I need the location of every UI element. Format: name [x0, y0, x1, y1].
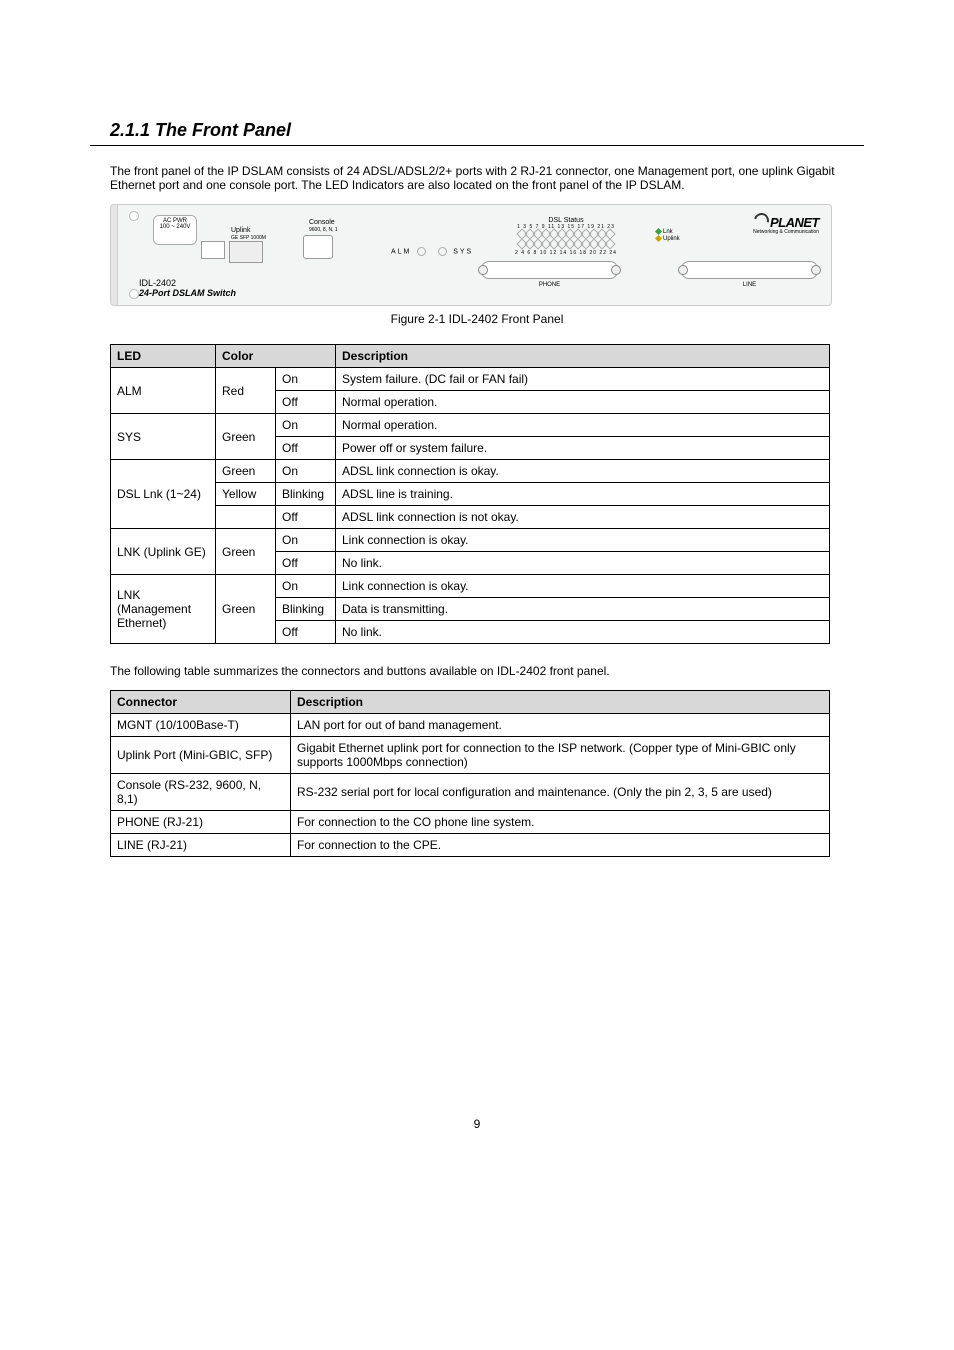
cell-desc: No link. — [336, 552, 830, 575]
table-row: LNK (Uplink GE)GreenOnLink connection is… — [111, 529, 830, 552]
cell-connector: Uplink Port (Mini-GBIC, SFP) — [111, 737, 291, 774]
ac-power-label: AC PWR100 ~ 240V — [153, 215, 197, 245]
rj21-phone-icon: PHONE — [481, 261, 618, 279]
th-desc: Description — [336, 345, 830, 368]
led-table: LED Color Description ALMRedOnSystem fai… — [110, 344, 830, 644]
uplink-label: UplinkGE SFP 1000M — [231, 227, 266, 241]
cell-color: Green — [216, 575, 276, 644]
cell-state: On — [276, 575, 336, 598]
table-row: ALMRedOnSystem failure. (DC fail or FAN … — [111, 368, 830, 391]
cell-connector: MGNT (10/100Base-T) — [111, 714, 291, 737]
table-header-row: Connector Description — [111, 691, 830, 714]
cell-color: Green — [216, 460, 276, 483]
cell-color: Green — [216, 414, 276, 460]
cell-desc: Normal operation. — [336, 414, 830, 437]
cell-led: ALM — [111, 368, 216, 414]
cell-color: Yellow — [216, 483, 276, 506]
alm-sys-leds: ALM SYS — [391, 247, 473, 256]
cell-state: On — [276, 460, 336, 483]
cell-led: LNK (Management Ethernet) — [111, 575, 216, 644]
cell-desc: ADSL line is training. — [336, 483, 830, 506]
console-label: Console9600, 8, N, 1 — [309, 219, 338, 233]
cell-desc: Link connection is okay. — [336, 529, 830, 552]
cell-desc: Link connection is okay. — [336, 575, 830, 598]
table-row: SYSGreenOnNormal operation. — [111, 414, 830, 437]
device-front-panel-figure: AC PWR100 ~ 240V UplinkGE SFP 1000M Cons… — [110, 204, 832, 306]
cell-desc: Power off or system failure. — [336, 437, 830, 460]
table-row: Console (RS-232, 9600, N, 8,1)RS-232 ser… — [111, 774, 830, 811]
dsl-status-block: DSL Status 1 3 5 7 9 11 13 15 17 19 21 2… — [481, 217, 651, 256]
th-connector: Connector — [111, 691, 291, 714]
table-row: YellowBlinkingADSL line is training. — [111, 483, 830, 506]
th-conn-desc: Description — [291, 691, 830, 714]
table-row: LNK (Management Ethernet)GreenOnLink con… — [111, 575, 830, 598]
page-number: 9 — [90, 1117, 864, 1131]
cell-desc: Normal operation. — [336, 391, 830, 414]
cell-conn-desc: RS-232 serial port for local configurati… — [291, 774, 830, 811]
dsl-legend: Lnk Uplink — [656, 229, 680, 244]
cell-conn-desc: For connection to the CPE. — [291, 834, 830, 857]
cell-color: Green — [216, 529, 276, 575]
cell-connector: PHONE (RJ-21) — [111, 811, 291, 834]
cell-state: Off — [276, 437, 336, 460]
cell-color — [216, 506, 276, 529]
table-row: OffADSL link connection is not okay. — [111, 506, 830, 529]
section-rule — [90, 145, 864, 146]
sfp-port-icon — [229, 241, 263, 263]
console-port-icon — [303, 235, 333, 259]
cell-state: Off — [276, 506, 336, 529]
cell-desc: ADSL link connection is okay. — [336, 460, 830, 483]
rj21-line-icon: LINE — [681, 261, 818, 279]
cell-desc: No link. — [336, 621, 830, 644]
cell-desc: Data is transmitting. — [336, 598, 830, 621]
connector-table: Connector Description MGNT (10/100Base-T… — [110, 690, 830, 857]
cell-state: Blinking — [276, 483, 336, 506]
table-row: Uplink Port (Mini-GBIC, SFP)Gigabit Ethe… — [111, 737, 830, 774]
table-row: MGNT (10/100Base-T)LAN port for out of b… — [111, 714, 830, 737]
mgmt-port-icon — [201, 241, 225, 259]
connector-intro: The following table summarizes the conne… — [110, 664, 864, 678]
cell-conn-desc: Gigabit Ethernet uplink port for connect… — [291, 737, 830, 774]
cell-state: On — [276, 529, 336, 552]
section-title: 2.1.1 The Front Panel — [110, 120, 864, 141]
brand-tagline: Networking & Communication — [753, 229, 819, 235]
intro-paragraph: The front panel of the IP DSLAM consists… — [110, 164, 864, 192]
cell-conn-desc: LAN port for out of band management. — [291, 714, 830, 737]
cell-led: DSL Lnk (1~24) — [111, 460, 216, 529]
th-color: Color — [216, 345, 336, 368]
cell-desc: ADSL link connection is not okay. — [336, 506, 830, 529]
cell-led: LNK (Uplink GE) — [111, 529, 216, 575]
table-row: LINE (RJ-21)For connection to the CPE. — [111, 834, 830, 857]
cell-connector: LINE (RJ-21) — [111, 834, 291, 857]
cell-conn-desc: For connection to the CO phone line syst… — [291, 811, 830, 834]
cell-color: Red — [216, 368, 276, 414]
table-row: PHONE (RJ-21)For connection to the CO ph… — [111, 811, 830, 834]
cell-state: Off — [276, 391, 336, 414]
cell-state: Blinking — [276, 598, 336, 621]
cell-state: Off — [276, 552, 336, 575]
cell-state: Off — [276, 621, 336, 644]
cell-state: On — [276, 414, 336, 437]
product-label: IDL-2402 24-Port DSLAM Switch — [139, 279, 236, 299]
table-row: DSL Lnk (1~24)GreenOnADSL link connectio… — [111, 460, 830, 483]
table-header-row: LED Color Description — [111, 345, 830, 368]
cell-led: SYS — [111, 414, 216, 460]
th-led: LED — [111, 345, 216, 368]
brand-logo: PLANET — [754, 213, 819, 230]
cell-state: On — [276, 368, 336, 391]
cell-connector: Console (RS-232, 9600, N, 8,1) — [111, 774, 291, 811]
figure-caption: Figure 2-1 IDL-2402 Front Panel — [90, 312, 864, 326]
cell-desc: System failure. (DC fail or FAN fail) — [336, 368, 830, 391]
